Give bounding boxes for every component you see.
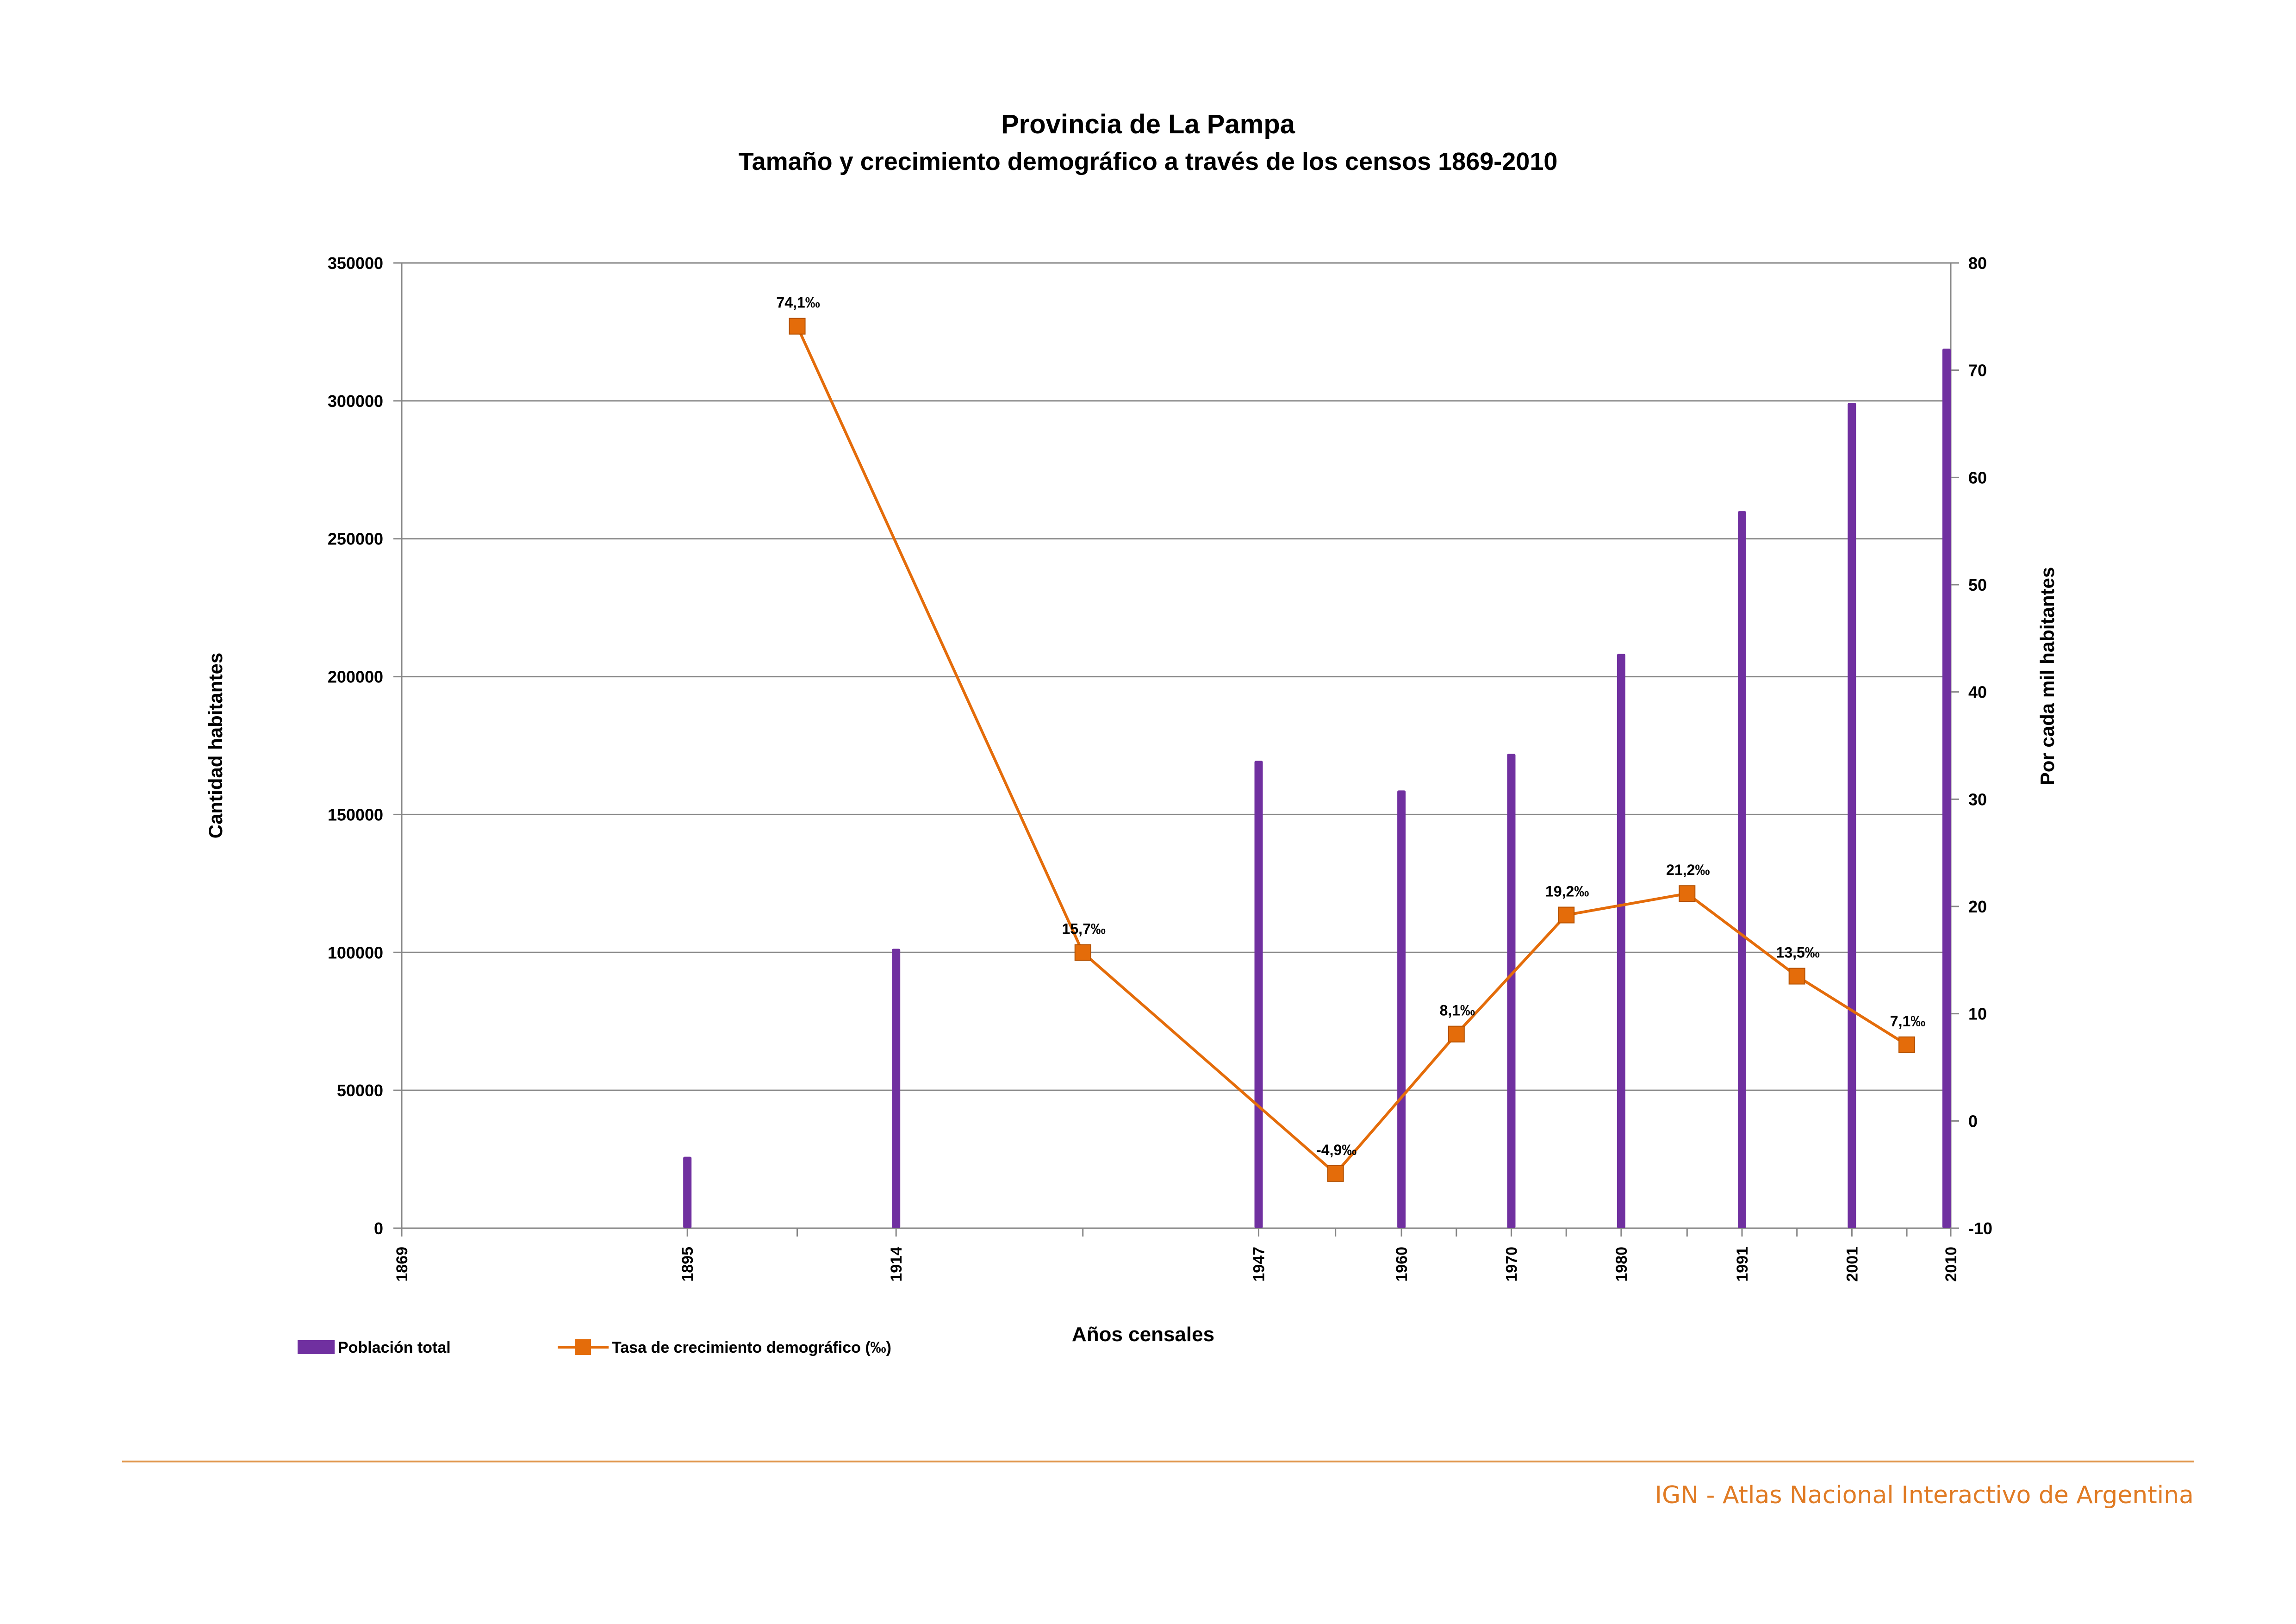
bar <box>683 1156 692 1228</box>
bar <box>1397 790 1406 1228</box>
x-tick-label: 1980 <box>1613 1247 1630 1282</box>
y-left-tick-label: 0 <box>374 1219 383 1238</box>
bar <box>892 949 901 1228</box>
legend-marker-tasa <box>575 1339 591 1355</box>
x-tick-label: 1970 <box>1503 1247 1520 1282</box>
growth-rate-data-label: 19,2‰ <box>1545 883 1589 900</box>
legend-label-tasa: Tasa de crecimiento demográfico (‰) <box>612 1339 891 1356</box>
y-right-tick-label: 10 <box>1968 1005 1987 1024</box>
chart-title: Provincia de La Pampa <box>1001 109 1295 139</box>
growth-rate-data-label: 7,1‰ <box>1890 1013 1925 1030</box>
x-tick-label: 1869 <box>393 1247 411 1282</box>
growth-rate-point <box>1558 906 1575 924</box>
y-right-tick-label: 20 <box>1968 897 1987 916</box>
y-left-tick-label: 200000 <box>328 668 383 687</box>
x-axis-title: Años censales <box>1072 1323 1214 1346</box>
y-right-tick-label: 60 <box>1968 468 1987 487</box>
y-right-tick-label: 70 <box>1968 361 1987 380</box>
growth-rate-point <box>1788 968 1805 985</box>
y-right-axis-title: Por cada mil habitantes <box>2036 567 2058 785</box>
bar <box>1617 654 1625 1228</box>
growth-rate-data-label: 15,7‰ <box>1062 921 1106 937</box>
bar <box>1507 754 1516 1228</box>
growth-rate-data-label: -4,9‰ <box>1316 1142 1356 1158</box>
growth-rate-point <box>1679 885 1696 902</box>
y-right-tick-label: 50 <box>1968 575 1987 594</box>
x-tick-label: 1895 <box>679 1247 697 1282</box>
growth-rate-line <box>796 325 1908 1175</box>
growth-rate-point <box>1327 1165 1344 1182</box>
legend-swatch-poblacion <box>298 1340 335 1354</box>
y-right-tick-label: 80 <box>1968 254 1987 273</box>
y-left-tick-label: 250000 <box>328 530 383 549</box>
y-left-tick-label: 50000 <box>337 1081 383 1100</box>
y-right-tick-label: 0 <box>1968 1112 1978 1131</box>
y-right-tick-label: -10 <box>1968 1219 1992 1238</box>
growth-rate-point <box>1074 944 1091 961</box>
growth-rate-data-label: 13,5‰ <box>1776 944 1820 961</box>
growth-rate-data-label: 21,2‰ <box>1666 862 1710 878</box>
growth-rate-point <box>1898 1036 1916 1053</box>
x-tick-label: 1991 <box>1734 1247 1751 1282</box>
y-left-tick-label: 150000 <box>328 805 383 824</box>
footer-divider <box>122 1461 2194 1462</box>
growth-rate-point <box>789 318 806 335</box>
x-tick-label: 2010 <box>1942 1247 1960 1282</box>
x-tick-label: 1960 <box>1393 1247 1411 1282</box>
x-tick-label: 1947 <box>1251 1247 1268 1282</box>
growth-rate-data-label: 8,1‰ <box>1440 1002 1475 1019</box>
y-right-tick-label: 40 <box>1968 683 1987 702</box>
bar <box>1942 348 1951 1228</box>
y-right-tick-label: 30 <box>1968 790 1987 809</box>
bar <box>1848 403 1856 1228</box>
chart-subtitle: Tamaño y crecimiento demográfico a travé… <box>738 148 1558 175</box>
x-tick-label: 2001 <box>1843 1247 1861 1282</box>
legend-label-poblacion: Población total <box>338 1339 451 1356</box>
growth-rate-data-label: 74,1‰ <box>776 294 820 311</box>
y-left-axis-title: Cantidad habitantes <box>205 653 226 838</box>
y-left-tick-label: 100000 <box>328 943 383 962</box>
growth-rate-point <box>1448 1025 1465 1043</box>
y-left-tick-label: 300000 <box>328 392 383 411</box>
footer-source: IGN - Atlas Nacional Interactivo de Arge… <box>1655 1481 2194 1509</box>
x-tick-label: 1914 <box>888 1247 905 1282</box>
bar <box>1254 761 1263 1228</box>
y-left-tick-label: 350000 <box>328 254 383 273</box>
bar <box>1737 511 1746 1228</box>
